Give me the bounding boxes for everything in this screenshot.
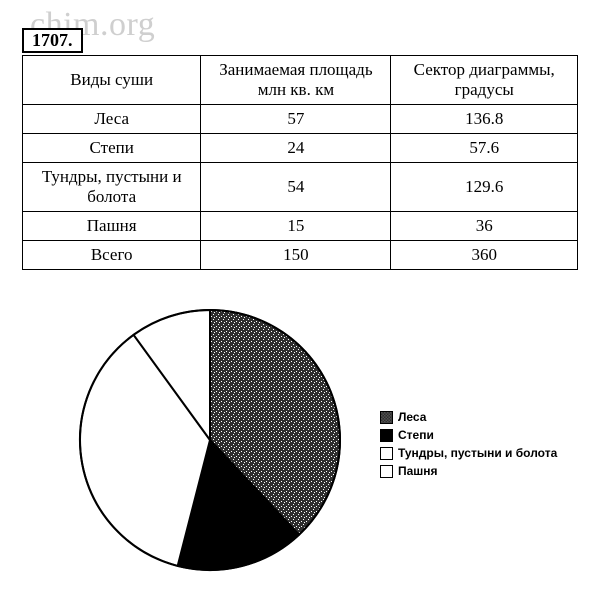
- row-value: 57.6: [391, 134, 578, 163]
- row-label: Тундры, пустыни и болота: [23, 163, 201, 212]
- legend-item: □Тундры, пустыни и болота: [380, 446, 557, 460]
- legend-swatch: [380, 447, 393, 460]
- legend-item: ■Степи: [380, 428, 557, 442]
- row-value: 150: [201, 241, 391, 270]
- table-row: Всего150360: [23, 241, 578, 270]
- row-label: Леса: [23, 105, 201, 134]
- task-number: 1707.: [22, 28, 83, 53]
- row-value: 54: [201, 163, 391, 212]
- row-value: 136.8: [391, 105, 578, 134]
- row-label: Пашня: [23, 212, 201, 241]
- pie-chart: [70, 300, 350, 580]
- row-value: 57: [201, 105, 391, 134]
- legend-label: Тундры, пустыни и болота: [398, 446, 557, 460]
- table-row: Степи2457.6: [23, 134, 578, 163]
- legend-label: Пашня: [398, 464, 438, 478]
- table-row: Тундры, пустыни и болота54129.6: [23, 163, 578, 212]
- row-label: Всего: [23, 241, 201, 270]
- legend-swatch: [380, 465, 393, 478]
- land-types-table: Виды суши Занимаемая площадь млн кв. км …: [22, 55, 578, 270]
- row-value: 360: [391, 241, 578, 270]
- legend-swatch: [380, 411, 393, 424]
- row-value: 15: [201, 212, 391, 241]
- col-header-type: Виды суши: [23, 56, 201, 105]
- row-value: 24: [201, 134, 391, 163]
- col-header-area: Занимаемая площадь млн кв. км: [201, 56, 391, 105]
- table-row: Леса57136.8: [23, 105, 578, 134]
- legend-swatch: [380, 429, 393, 442]
- legend-label: Степи: [398, 428, 434, 442]
- legend-item: □Пашня: [380, 464, 557, 478]
- table-header-row: Виды суши Занимаемая площадь млн кв. км …: [23, 56, 578, 105]
- row-value: 36: [391, 212, 578, 241]
- table-row: Пашня1536: [23, 212, 578, 241]
- pie-chart-region: ■Леса ■Степи □Тундры, пустыни и болота □Паш…: [40, 300, 580, 590]
- legend-item: ■Леса: [380, 410, 557, 424]
- legend-label: Леса: [398, 410, 426, 424]
- pie-legend: ■Леса ■Степи □Тундры, пустыни и болота □Паш…: [380, 410, 557, 482]
- row-label: Степи: [23, 134, 201, 163]
- col-header-degrees: Сектор диаграммы, градусы: [391, 56, 578, 105]
- table-body: Леса57136.8Степи2457.6Тундры, пустыни и …: [23, 105, 578, 270]
- row-value: 129.6: [391, 163, 578, 212]
